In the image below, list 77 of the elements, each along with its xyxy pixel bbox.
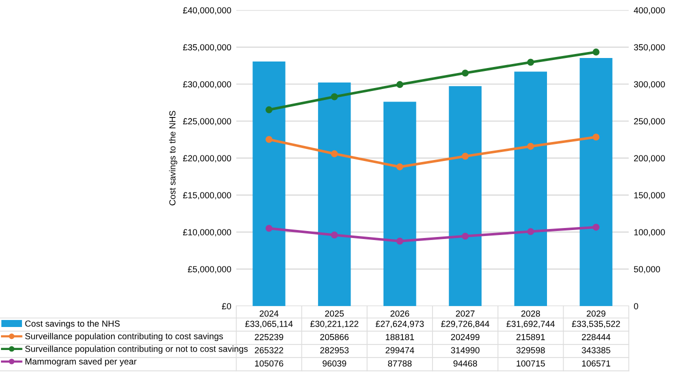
data-label: 299474 xyxy=(386,347,414,354)
y-tick-label: £0 xyxy=(222,303,232,310)
point xyxy=(396,238,404,245)
y2-tick-label: 100,000 xyxy=(634,229,665,236)
point xyxy=(266,224,272,232)
data-label: 343385 xyxy=(582,347,610,354)
y2-tick-label: 0 xyxy=(634,303,638,310)
point xyxy=(462,70,469,77)
data-label: 100715 xyxy=(516,360,545,367)
bar xyxy=(318,82,351,306)
bar xyxy=(252,61,286,306)
point xyxy=(462,152,469,160)
data-label: 314990 xyxy=(450,347,480,354)
y-tick-label: £30,000,000 xyxy=(183,81,232,88)
bar xyxy=(580,58,612,306)
data-label: 105076 xyxy=(255,360,284,367)
data-label: £33,535,522 xyxy=(572,320,620,328)
data-label: £30,221,122 xyxy=(310,320,358,328)
data-label: £31,692,744 xyxy=(506,320,555,328)
y-tick-label: £40,000,000 xyxy=(183,7,232,14)
data-label: 228444 xyxy=(582,334,610,340)
data-label: 329598 xyxy=(516,347,545,354)
x-tick-label: 2027 xyxy=(456,310,475,317)
data-label: £29,726,844 xyxy=(441,320,490,328)
point xyxy=(592,48,600,56)
point xyxy=(527,142,534,150)
y2-tick-label: 150,000 xyxy=(634,192,665,200)
x-tick-label: 2026 xyxy=(390,310,410,317)
y2-tick-label: 350,000 xyxy=(634,44,665,52)
point xyxy=(592,224,600,231)
point xyxy=(462,232,469,240)
data-label: £33,065,114 xyxy=(245,320,293,328)
legend-label: Surveillance population contributing to cost savings xyxy=(25,332,223,342)
x-tick-label: 2024 xyxy=(260,310,278,317)
y2-tick-label: 200,000 xyxy=(634,155,665,162)
data-label: 87788 xyxy=(388,360,412,367)
point xyxy=(592,134,600,141)
x-tick-label: 2029 xyxy=(586,310,606,317)
data-label: 225239 xyxy=(254,334,284,340)
bar xyxy=(383,102,416,306)
point xyxy=(330,150,338,158)
point xyxy=(330,232,338,238)
y-axis-title: Cost savings to the NHS xyxy=(169,110,178,206)
data-label: £27,624,973 xyxy=(376,320,424,328)
point xyxy=(527,58,534,66)
x-tick-label: 2028 xyxy=(521,310,540,317)
point xyxy=(396,163,404,170)
data-label: 188181 xyxy=(386,334,414,340)
y2-tick-label: 250,000 xyxy=(634,118,665,126)
legend-label: Surveillance population contributing or not to cost savings xyxy=(25,345,248,354)
data-label: 265322 xyxy=(254,347,284,354)
legend-label: Cost savings to the NHS xyxy=(25,320,120,328)
point xyxy=(330,93,338,100)
y-tick-label: £25,000,000 xyxy=(183,118,232,126)
y-tick-label: £15,000,000 xyxy=(183,192,232,200)
bar xyxy=(448,86,482,306)
data-label: 282953 xyxy=(320,347,349,354)
point xyxy=(527,228,534,236)
data-label: 106571 xyxy=(582,360,610,367)
data-label: 205866 xyxy=(320,334,349,340)
point xyxy=(266,136,272,143)
point xyxy=(266,106,272,114)
data-label: 202499 xyxy=(451,334,480,340)
x-tick-label: 2025 xyxy=(325,310,344,317)
legend-label: Mammogram saved per year xyxy=(26,358,136,366)
y2-tick-label: 400,000 xyxy=(634,7,665,14)
y2-tick-label: 50,000 xyxy=(634,266,660,274)
y2-tick-label: 300,000 xyxy=(634,81,665,88)
y-tick-label: £35,000,000 xyxy=(183,44,232,52)
point xyxy=(396,81,404,88)
bar xyxy=(514,72,547,306)
data-label: 215891 xyxy=(516,334,545,340)
y-tick-label: £20,000,000 xyxy=(183,155,232,162)
y-tick-label: £10,000,000 xyxy=(183,229,232,236)
data-label: 96039 xyxy=(322,360,346,367)
y-tick-label: £5,000,000 xyxy=(188,266,232,274)
data-label: 94468 xyxy=(453,360,478,367)
